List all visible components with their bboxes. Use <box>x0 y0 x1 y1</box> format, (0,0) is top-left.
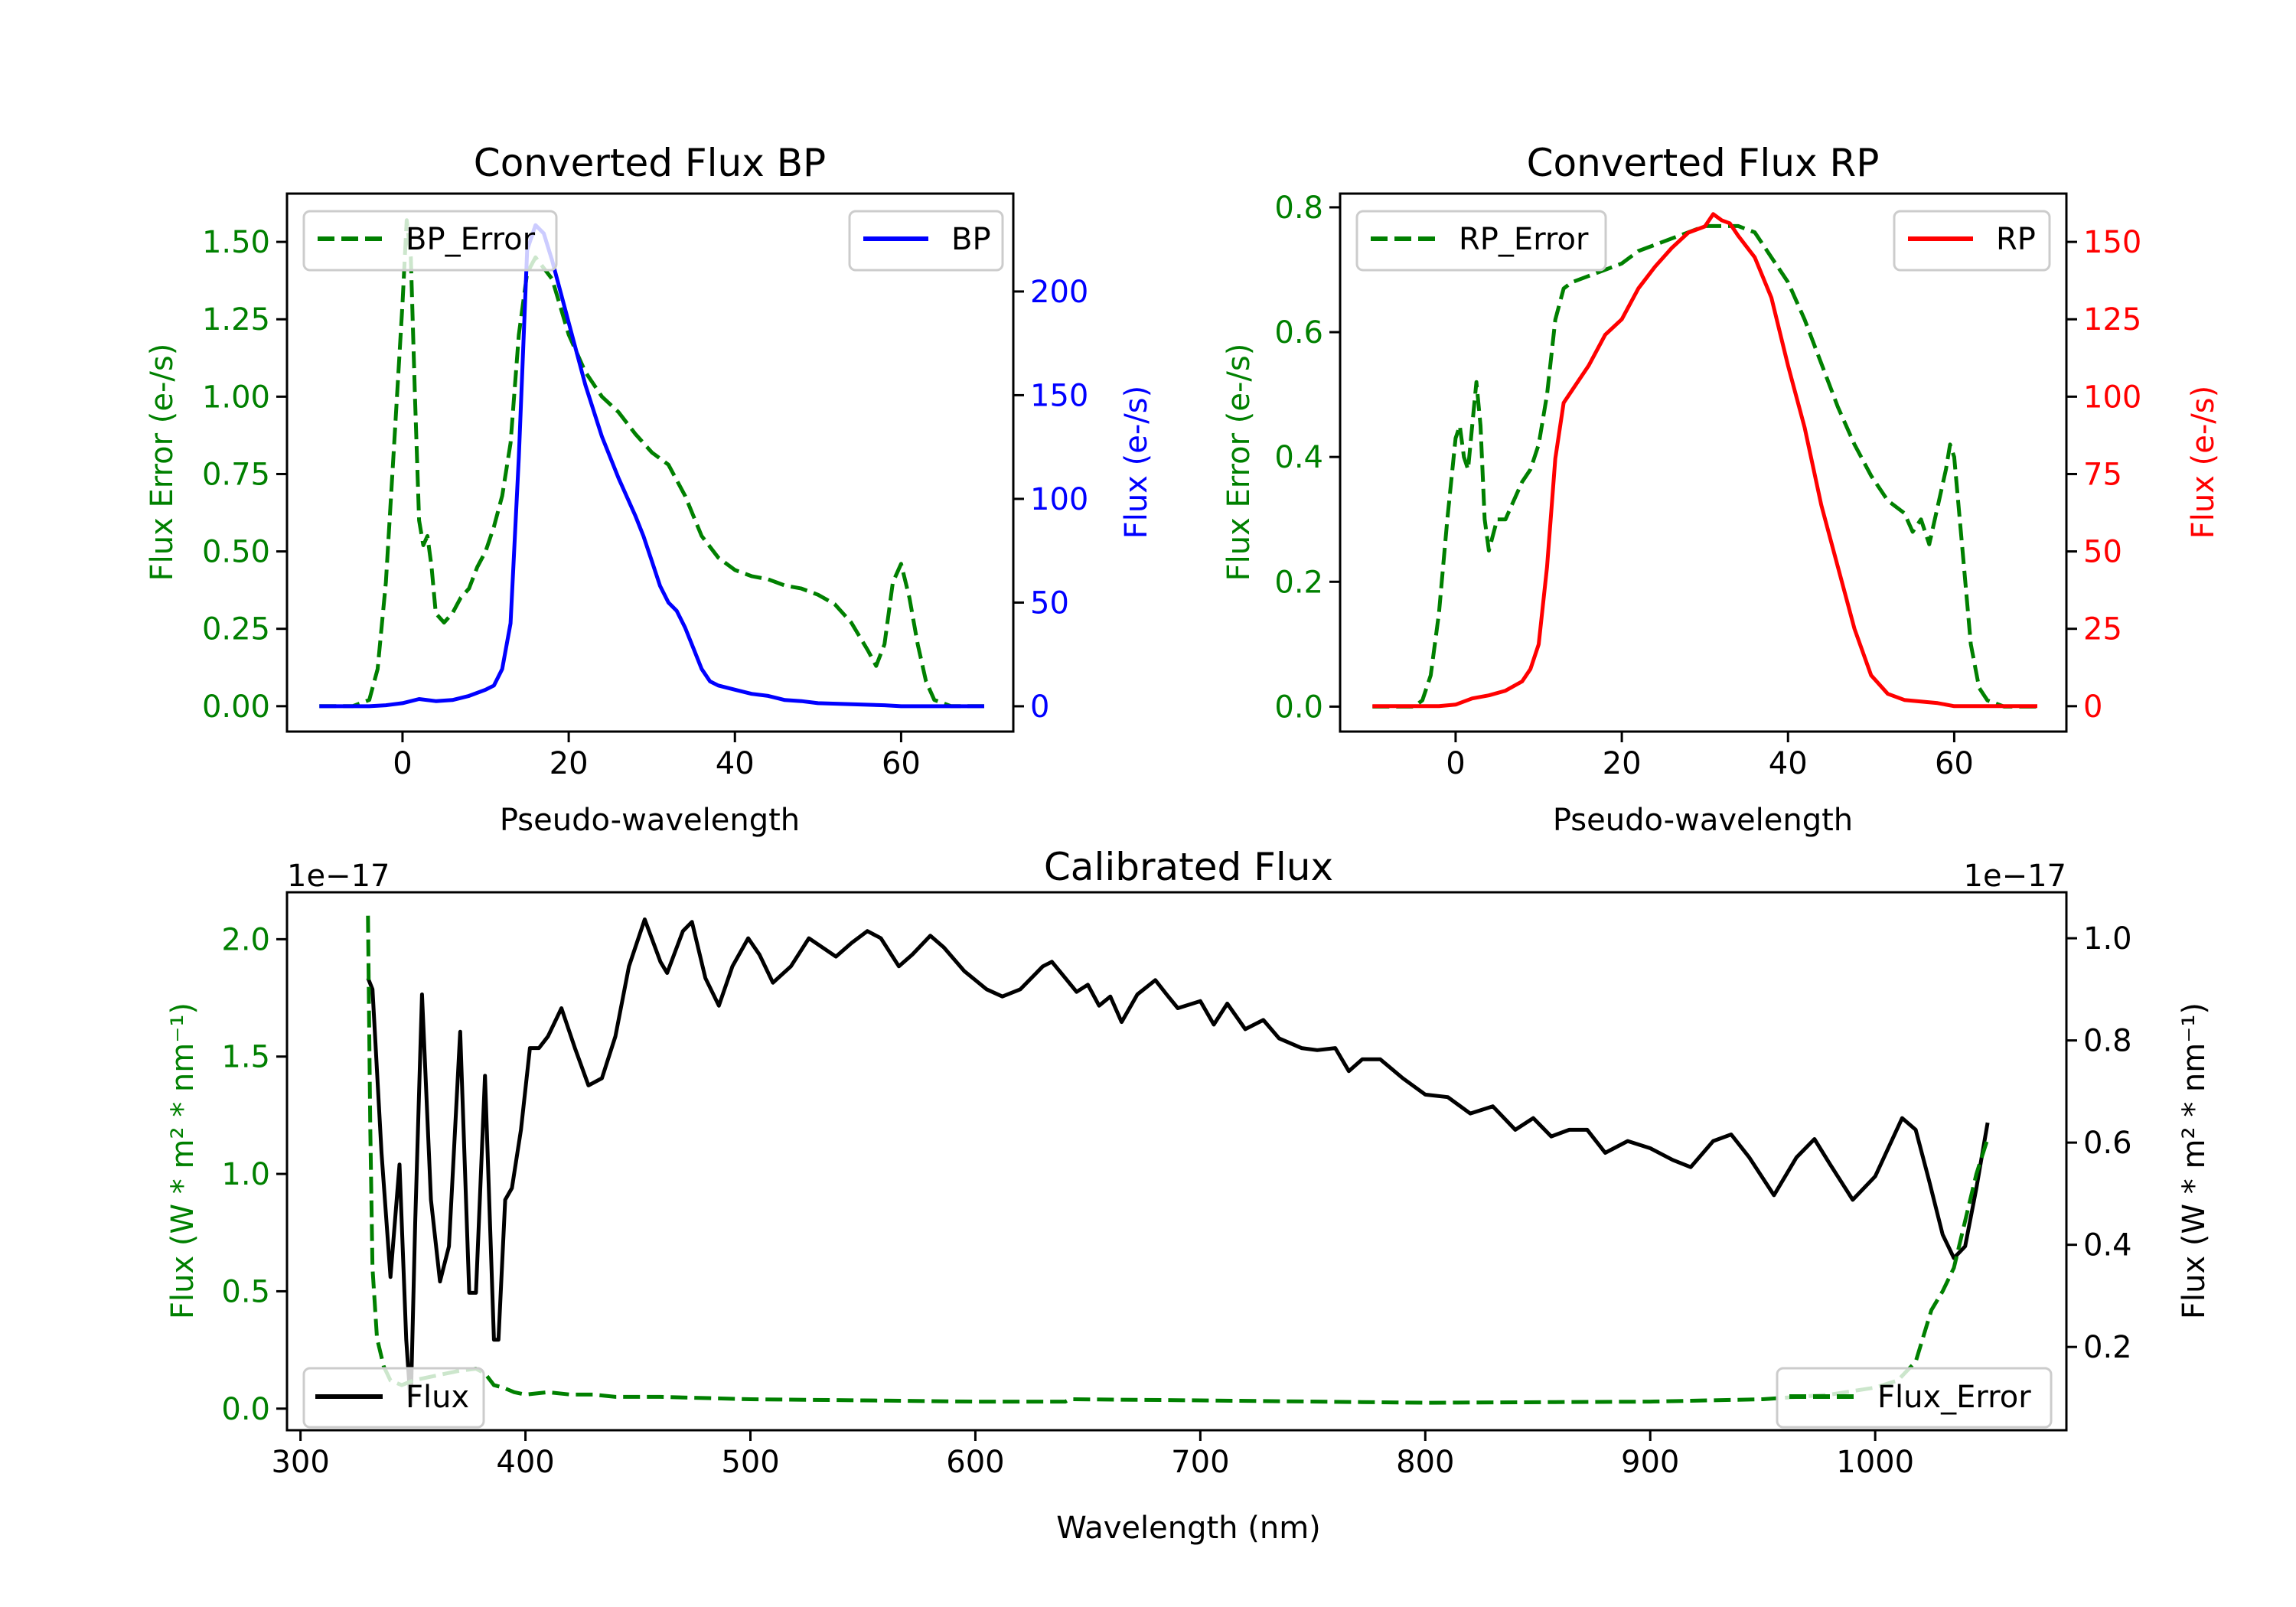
left-y-tick-label: 0.6 <box>1274 315 1323 350</box>
right-y-tick-label: 50 <box>2083 535 2122 570</box>
x-tick-label: 20 <box>550 746 589 781</box>
left-y-tick-label: 0.4 <box>1274 440 1323 475</box>
rp-axes-frame <box>1339 192 2068 733</box>
right-y-tick-label: 0.4 <box>2083 1228 2132 1263</box>
rp-right-axis-label: Flux (e-/s) <box>2186 386 2221 539</box>
right-y-tick-label: 25 <box>2083 612 2122 647</box>
left-y-tick-label: 1.50 <box>202 225 270 260</box>
left-y-tick-label: 1.5 <box>221 1040 270 1075</box>
x-tick-label: 800 <box>1396 1445 1454 1480</box>
rp-legend-error-label: RP_Error <box>1459 222 1589 257</box>
cal-legend-error: Flux_Error <box>1776 1367 2053 1429</box>
bp-left-axis-label: Flux Error (e-/s) <box>145 344 180 582</box>
right-y-tick-label: 1.0 <box>2083 921 2132 957</box>
rp-ticks: 0 20 40 60 0.0 0.2 0.4 0.6 0.8 0 25 50 75 100 125 150 <box>1274 191 2141 781</box>
left-y-tick-label: 0.25 <box>202 612 270 647</box>
left-y-tick-label: 0.2 <box>1274 565 1323 600</box>
rp-lines <box>1372 212 2037 709</box>
x-tick-label: 60 <box>1935 746 1974 781</box>
left-y-tick-label: 0.50 <box>202 535 270 570</box>
right-y-tick-label: 125 <box>2083 302 2141 337</box>
x-tick-label: 20 <box>1603 746 1642 781</box>
right-y-tick-label: 75 <box>2083 457 2122 492</box>
x-tick-label: 500 <box>721 1445 779 1480</box>
bp-legend-error-label: BP_Error <box>406 222 536 257</box>
right-y-tick-label: 50 <box>1030 585 1069 621</box>
x-tick-label: 0 <box>1446 746 1465 781</box>
right-y-tick-label: 100 <box>2083 380 2141 415</box>
calibrated-panel: Calibrated Flux Wavelength (nm) Flux (W … <box>165 845 2212 1546</box>
bp-legend-flux: BP <box>848 210 1004 272</box>
x-tick-label: 700 <box>1171 1445 1229 1480</box>
bp-right-axis-label: Flux (e-/s) <box>1119 386 1154 539</box>
cal-right-axis-label: Flux (W * m² * nm⁻¹) <box>2177 1002 2212 1319</box>
bp-lines <box>319 218 984 709</box>
rp-legend-flux-label: RP <box>1996 222 2036 257</box>
left-y-tick-label: 0.0 <box>1274 689 1323 725</box>
cal-x-axis-label: Wavelength (nm) <box>1056 1511 1321 1546</box>
rp-x-axis-label: Pseudo-wavelength <box>1553 803 1853 838</box>
rp-line <box>1372 212 2037 709</box>
cal-left-offset-text: 1e−17 <box>287 859 390 894</box>
cal-ticks: 300 400 500 600 700 800 900 1000 0.0 0.5 1.0 1.5 2.0… <box>221 921 2131 1480</box>
x-tick-label: 900 <box>1621 1445 1679 1480</box>
x-tick-label: 40 <box>716 746 755 781</box>
rp-legend-error: RP_Error <box>1355 210 1607 272</box>
x-tick-label: 300 <box>271 1445 329 1480</box>
cal-left-axis-label: Flux (W * m² * nm⁻¹) <box>165 1002 201 1319</box>
right-y-tick-label: 150 <box>2083 225 2141 260</box>
cal-legend-error-box <box>1776 1367 2053 1429</box>
bp-error-line <box>319 218 984 709</box>
left-y-tick-label: 0.75 <box>202 457 270 492</box>
bp-title: Converted Flux BP <box>474 141 826 185</box>
left-y-tick-label: 0.8 <box>1274 191 1323 226</box>
flux-line <box>366 917 1990 1407</box>
right-y-tick-label: 100 <box>1030 482 1088 517</box>
left-y-tick-label: 0.0 <box>221 1392 270 1427</box>
bp-axes-frame <box>285 192 1015 733</box>
x-tick-label: 1000 <box>1836 1445 1914 1480</box>
cal-legend-error-label: Flux_Error <box>1877 1380 2031 1415</box>
bp-legend-flux-label: BP <box>951 222 991 257</box>
cal-legend-flux-box <box>302 1367 485 1429</box>
x-tick-label: 600 <box>946 1445 1004 1480</box>
rp-legend-error-box <box>1355 210 1607 272</box>
x-tick-label: 40 <box>1769 746 1808 781</box>
cal-legend-flux: Flux <box>302 1367 485 1429</box>
right-y-tick-label: 0.2 <box>2083 1330 2132 1365</box>
right-y-tick-label: 150 <box>1030 378 1088 413</box>
bp-panel: Converted Flux BP Pseudo-wavelength Flux… <box>145 141 1154 838</box>
x-tick-label: 400 <box>496 1445 554 1480</box>
right-y-tick-label: 0 <box>1030 689 1049 725</box>
rp-legend-flux: RP <box>1893 210 2051 272</box>
bp-legend-error: BP_Error <box>302 210 558 272</box>
x-tick-label: 60 <box>882 746 921 781</box>
right-y-tick-label: 0 <box>2083 689 2102 725</box>
bp-line <box>319 223 984 709</box>
left-y-tick-label: 1.25 <box>202 302 270 337</box>
cal-title: Calibrated Flux <box>1044 845 1333 889</box>
bp-x-axis-label: Pseudo-wavelength <box>500 803 800 838</box>
rp-panel: Converted Flux RP Pseudo-wavelength Flux… <box>1221 141 2221 838</box>
right-y-tick-label: 0.8 <box>2083 1024 2132 1059</box>
cal-axes-frame <box>285 891 2068 1432</box>
cal-right-offset-text: 1e−17 <box>1964 859 2066 894</box>
bp-ticks: 0 20 40 60 0.00 0.25 0.50 0.75 1.00 1.25 1.50 0 50 10… <box>202 225 1088 781</box>
left-y-tick-label: 1.0 <box>221 1157 270 1192</box>
right-y-tick-label: 200 <box>1030 275 1088 310</box>
rp-title: Converted Flux RP <box>1527 141 1880 185</box>
x-tick-label: 0 <box>393 746 412 781</box>
rp-left-axis-label: Flux Error (e-/s) <box>1221 344 1257 582</box>
cal-legend-flux-label: Flux <box>406 1380 469 1415</box>
left-y-tick-label: 0.5 <box>221 1274 270 1309</box>
right-y-tick-label: 0.6 <box>2083 1126 2132 1161</box>
rp-error-line <box>1372 223 2037 709</box>
left-y-tick-label: 1.00 <box>202 380 270 415</box>
left-y-tick-label: 2.0 <box>221 922 270 957</box>
left-y-tick-label: 0.00 <box>202 689 270 725</box>
bp-legend-error-box <box>302 210 558 272</box>
